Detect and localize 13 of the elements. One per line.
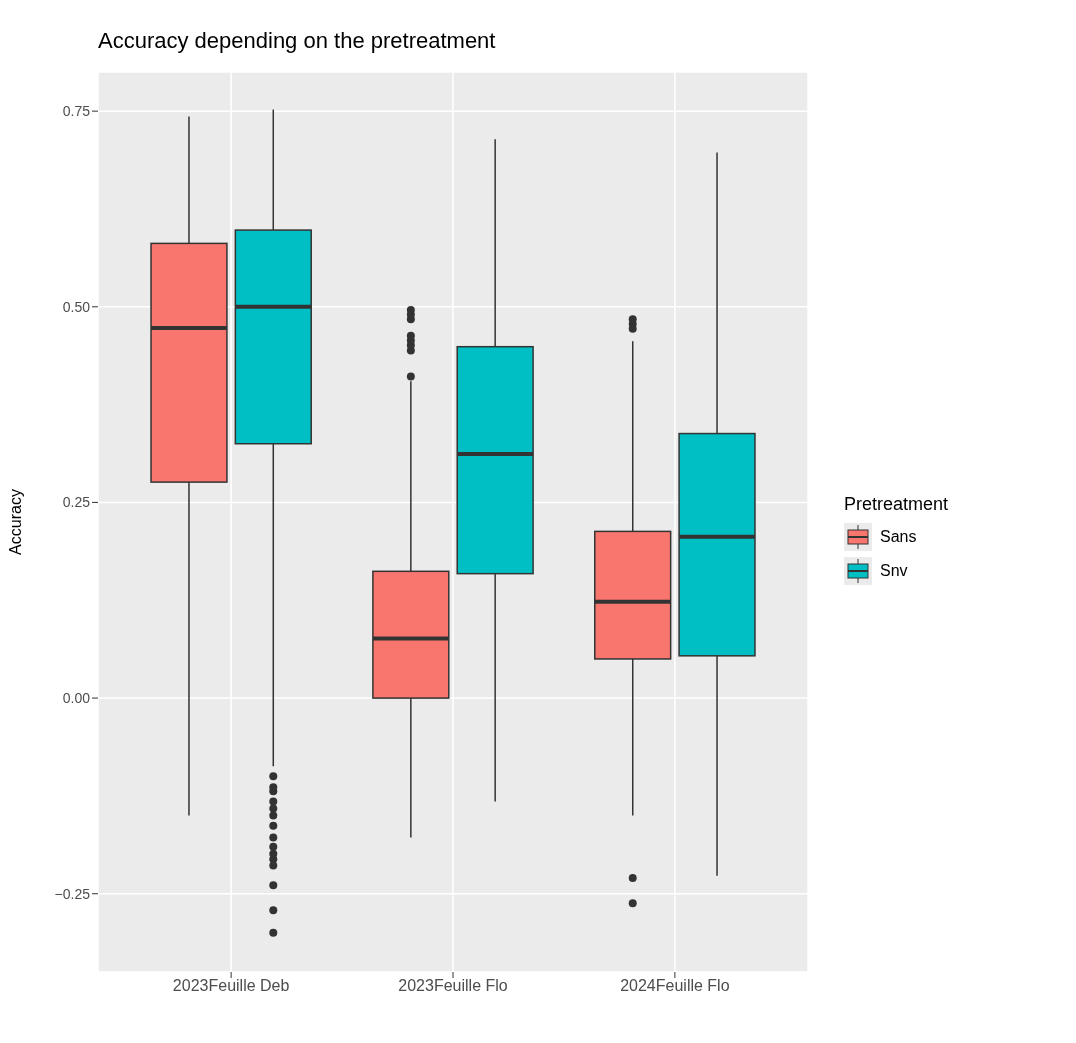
x-tick-label: 2023Feuille Deb: [172, 977, 290, 995]
y-tick-label: 0.75: [62, 103, 91, 120]
legend-label: Snv: [880, 561, 908, 580]
y-tick-label: −0.25: [54, 885, 91, 902]
chart-title: Accuracy depending on the pretreatment: [98, 28, 497, 54]
y-axis-title: Accuracy: [7, 489, 25, 555]
y-tick-label: 0.00: [62, 690, 91, 707]
y-tick-label: 0.25: [62, 494, 91, 511]
legend-title: Pretreatment: [844, 493, 949, 515]
x-tick-label: 2024Feuille Flo: [620, 977, 730, 995]
legend-label: Sans: [880, 527, 917, 546]
y-tick-label: 0.50: [62, 298, 91, 315]
x-tick-label: 2023Feuille Flo: [398, 977, 508, 995]
